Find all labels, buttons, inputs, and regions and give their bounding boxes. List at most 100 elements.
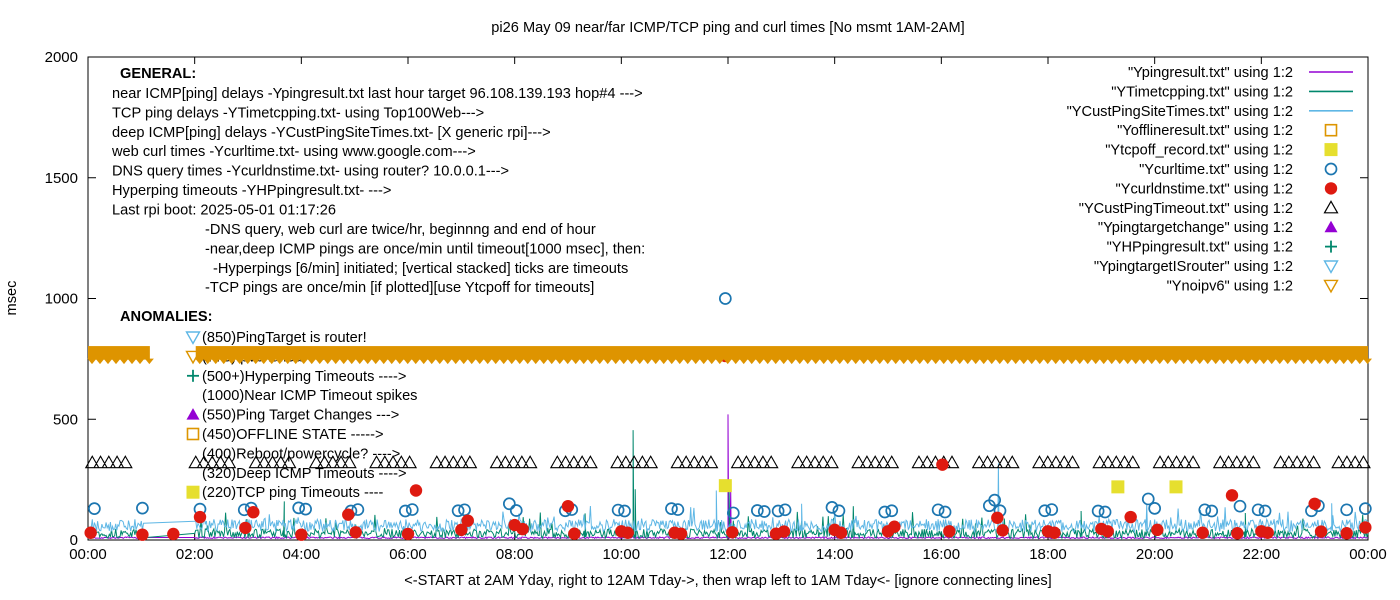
series-ycurltime-point xyxy=(451,504,465,518)
x-tick-label: 12:00 xyxy=(709,546,747,563)
anomaly-line: (500+)Hyperping Timeouts ----> xyxy=(202,369,406,385)
series-ycurldnstime-point xyxy=(777,525,791,538)
series-ycurldnstime-point xyxy=(1048,526,1061,539)
general-note: -Hyperpings [6/min] initiated; [vertical… xyxy=(213,261,628,277)
x-tick-label: 02:00 xyxy=(176,546,214,563)
x-axis-label: <-START at 2AM Yday, right to 12AM Tday-… xyxy=(404,573,1051,589)
y-axis-label: msec xyxy=(4,281,20,316)
series-ycurldnstime-point xyxy=(621,526,634,539)
series-ycurltime-point xyxy=(726,506,740,520)
legend-marker-icon xyxy=(1323,279,1339,294)
legend-marker-icon xyxy=(1324,162,1338,176)
legend-marker-icon xyxy=(1324,220,1338,233)
anomaly-line: (400)Reboot/powercycle? ----> xyxy=(202,446,400,462)
general-line: deep ICMP[ping] delays -YCustPingSiteTim… xyxy=(112,125,551,141)
series-ycurltime-point xyxy=(1251,503,1265,517)
series-ycurltime-point xyxy=(1091,504,1105,518)
series-ycurldnstime-point xyxy=(1196,526,1209,539)
x-tick-label: 22:00 xyxy=(1243,546,1281,563)
x-tick-label: 04:00 xyxy=(283,546,321,563)
series-ycurltime-point xyxy=(671,503,685,516)
series-ycurldnstime-point xyxy=(1124,510,1137,524)
series-ycurltime-point xyxy=(1340,503,1354,517)
series-ycurldnstime-point xyxy=(401,527,415,541)
y-tick-label: 2000 xyxy=(45,49,78,66)
series-ycurltime-point xyxy=(938,505,952,519)
anomaly-marker-icon xyxy=(186,485,200,499)
series-ycurldnstime-point xyxy=(295,528,308,541)
x-tick-label: 18:00 xyxy=(1029,546,1067,563)
x-tick-label: 14:00 xyxy=(816,546,854,563)
series-ycurltime-point xyxy=(398,504,412,518)
anomaly-line: (1000)Near ICMP Timeout spikes xyxy=(202,388,417,404)
series-ycurldnstime-point xyxy=(936,458,949,471)
legend-marker-icon xyxy=(1324,182,1338,195)
general-heading: GENERAL: xyxy=(120,66,196,82)
general-line: TCP ping delays -YTimetcpping.txt- using… xyxy=(112,105,484,121)
anomaly-marker-icon xyxy=(186,427,200,441)
series-ycurltime-point xyxy=(292,501,306,515)
series-ycurltime-point xyxy=(757,505,771,518)
series-ycurltime-point xyxy=(88,502,101,515)
x-tick-label: 20:00 xyxy=(1136,546,1174,563)
anomaly-line: (550)Ping Target Changes ---> xyxy=(202,408,399,424)
legend-marker-icon xyxy=(1324,123,1338,137)
series-ycurldnstime-point xyxy=(561,499,575,513)
series-ycurldnstime-point xyxy=(568,527,581,540)
series-ycurltime-point xyxy=(618,504,631,518)
series-ycurltime-point xyxy=(1198,503,1212,517)
series-ycurldnstime-point xyxy=(834,526,848,539)
series-ycurldnstime-point xyxy=(996,524,1009,537)
y-tick-label: 500 xyxy=(53,411,78,428)
series-ytcpoff-point xyxy=(1111,480,1125,494)
series-ynoipv6-band-fringe xyxy=(87,358,154,365)
series-ytcpoff-point xyxy=(718,479,732,493)
legend-label: "YCustPingTimeout.txt" using 1:2 xyxy=(1079,201,1293,217)
anomaly-line: (850)PingTarget is router! xyxy=(202,330,367,346)
anomalies-heading: ANOMALIES: xyxy=(120,309,212,325)
series-ynoipv6-band xyxy=(195,346,1368,360)
series-ycurldnstime-point xyxy=(84,526,97,539)
legend-label: "YHPpingresult.txt" using 1:2 xyxy=(1107,240,1293,256)
anomaly-line: (320)Deep ICMP Timeouts ----> xyxy=(202,466,407,482)
general-note: -DNS query, web curl are twice/hr, begin… xyxy=(205,222,596,238)
series-ytcpoff-point xyxy=(1169,480,1183,494)
series-ycurltime-point xyxy=(750,504,764,517)
series-ycurltime-point xyxy=(1148,502,1162,515)
general-line: web curl times -Ycurltime.txt- using www… xyxy=(111,144,476,160)
series-ycurltime-point xyxy=(1141,492,1155,506)
series-ycurldnstime-point xyxy=(247,506,260,519)
series-ycurltime-point xyxy=(878,505,892,519)
series-ycurldnstime-point xyxy=(1314,525,1328,538)
legend-marker-icon xyxy=(1323,260,1339,274)
series-ycurldnstime-point xyxy=(1308,497,1321,510)
series-ycurldnstime-point xyxy=(1225,489,1239,502)
x-tick-label: 08:00 xyxy=(496,546,534,563)
x-tick-label: 10:00 xyxy=(603,546,641,563)
series-ycurldnstime-point xyxy=(888,520,901,533)
legend-label: "Ycurltime.txt" using 1:2 xyxy=(1139,162,1293,178)
general-line: DNS query times -Ycurldnstime.txt- using… xyxy=(112,164,509,180)
series-ycurltime-point xyxy=(1258,504,1272,518)
series-ycurltime-point xyxy=(1233,499,1247,513)
series-ycurldnstime-point xyxy=(991,511,1004,524)
series-ypingresult-line xyxy=(87,414,1369,540)
series-ycurltime-point xyxy=(1205,504,1219,518)
legend-label: "Ynoipv6" using 1:2 xyxy=(1167,278,1293,294)
y-tick-label: 0 xyxy=(70,532,78,549)
series-ycurldnstime-point xyxy=(239,521,252,535)
anomaly-marker-icon xyxy=(185,331,201,345)
general-line: Hyperping timeouts -YHPpingresult.txt- -… xyxy=(112,183,391,199)
series-ycurltime-point xyxy=(778,503,792,517)
general-note: -near,deep ICMP pings are once/min until… xyxy=(205,241,645,257)
series-ycurltime-point xyxy=(405,503,419,516)
series-ycurltime-point xyxy=(509,504,523,517)
chart-title: pi26 May 09 near/far ICMP/TCP ping and c… xyxy=(491,20,964,36)
anomaly-line: (220)TCP ping Timeouts ---- xyxy=(202,485,384,501)
series-ycurltime-point xyxy=(136,501,149,515)
legend-label: "Yofflineresult.txt" using 1:2 xyxy=(1117,123,1293,139)
series-ycurltime-point xyxy=(351,503,365,516)
series-ycurldnstime-point xyxy=(136,528,149,541)
series-ycurltime-point xyxy=(931,503,945,517)
